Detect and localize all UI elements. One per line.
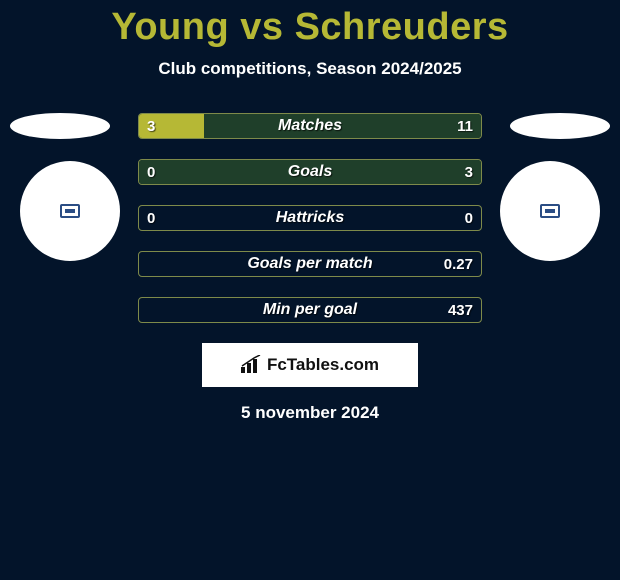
team-left-ellipse: [10, 113, 110, 139]
stat-row: 03Goals: [138, 159, 482, 185]
stat-label: Min per goal: [139, 298, 481, 322]
stat-row: 311Matches: [138, 113, 482, 139]
player-left-avatar: [20, 161, 120, 261]
stat-label: Goals: [139, 160, 481, 184]
date-label: 5 november 2024: [0, 403, 620, 423]
placeholder-icon: [60, 204, 80, 218]
comparison-area: 311Matches 03Goals 00Hattricks 0.27Goals pe…: [0, 113, 620, 423]
placeholder-icon: [540, 204, 560, 218]
brand-text: FcTables.com: [267, 355, 379, 375]
subtitle: Club competitions, Season 2024/2025: [0, 59, 620, 79]
page-title: Young vs Schreuders: [0, 0, 620, 49]
bars-icon: [241, 355, 263, 376]
stat-label: Matches: [139, 114, 481, 138]
stat-row: 437Min per goal: [138, 297, 482, 323]
stat-row: 0.27Goals per match: [138, 251, 482, 277]
player-right-avatar: [500, 161, 600, 261]
stat-bars: 311Matches 03Goals 00Hattricks 0.27Goals pe…: [138, 113, 482, 323]
stat-label: Hattricks: [139, 206, 481, 230]
team-right-ellipse: [510, 113, 610, 139]
stat-row: 00Hattricks: [138, 205, 482, 231]
stat-label: Goals per match: [139, 252, 481, 276]
brand-box: FcTables.com: [202, 343, 418, 387]
